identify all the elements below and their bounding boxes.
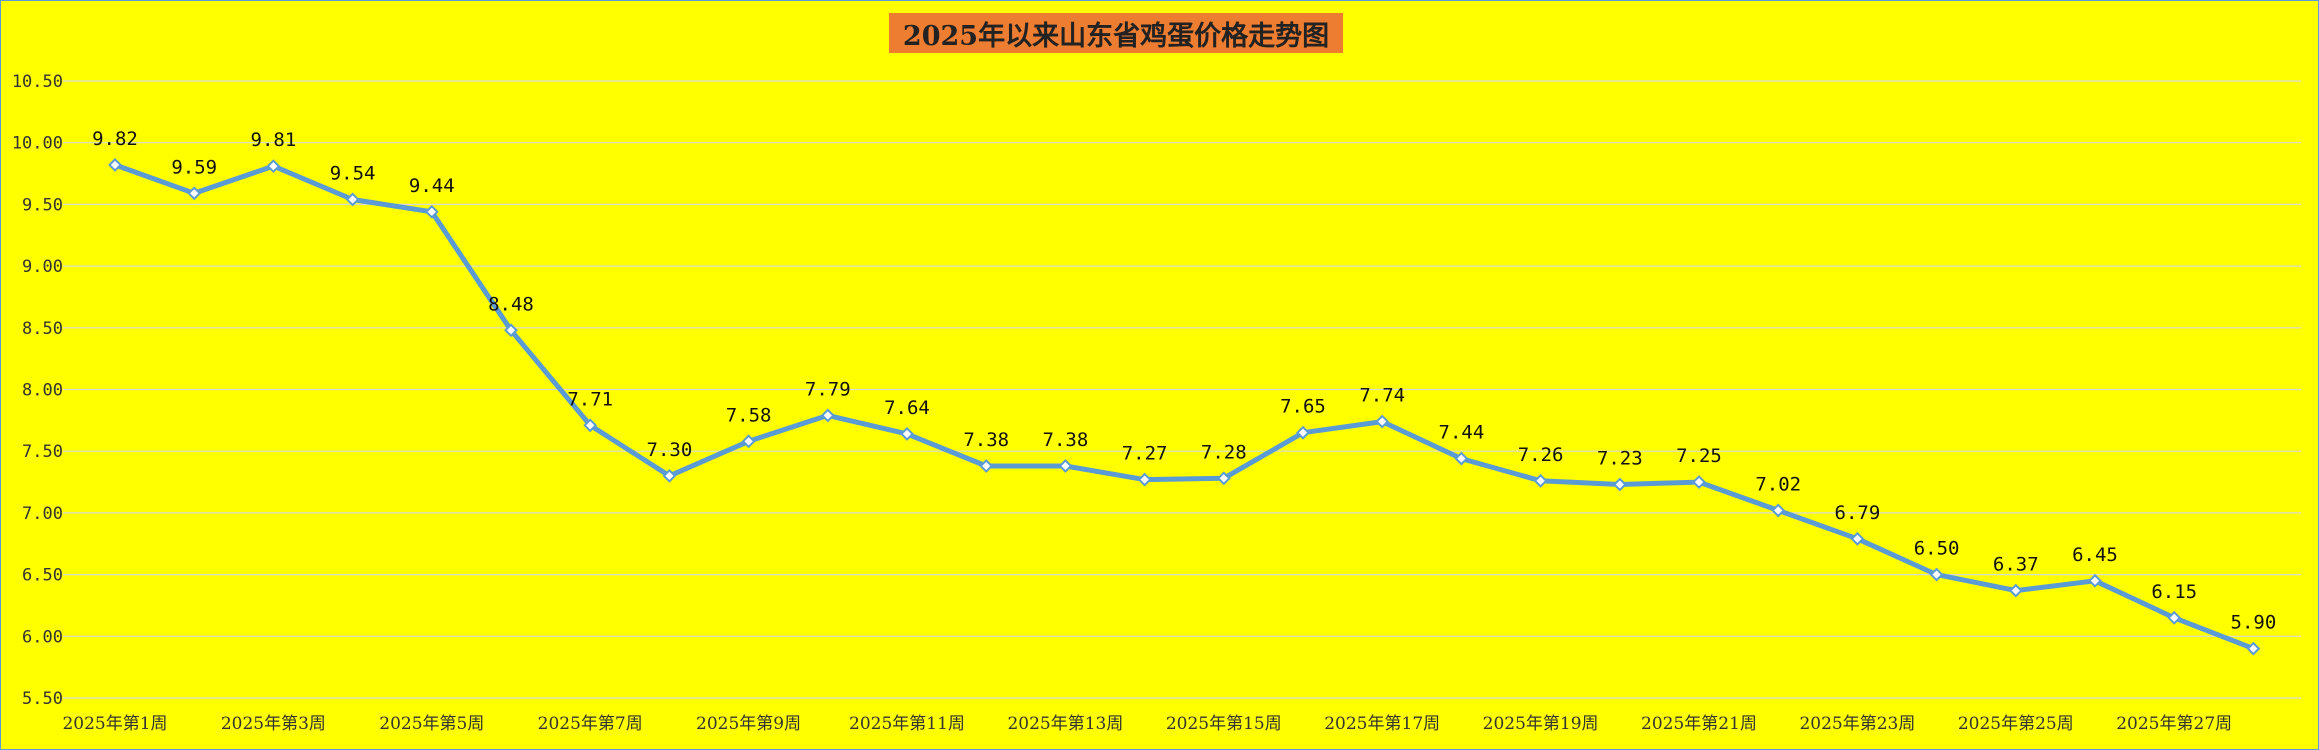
y-tick-label: 7.50 <box>22 442 63 462</box>
x-tick-label: 2025年第15周 <box>1166 714 1282 734</box>
data-label: 9.44 <box>409 175 455 197</box>
data-point <box>266 159 281 174</box>
data-point <box>1058 459 1073 473</box>
data-point <box>820 408 835 423</box>
data-point <box>1850 531 1865 546</box>
x-tick-label: 2025年第27周 <box>2116 714 2232 734</box>
x-tick-label: 2025年第13周 <box>1007 714 1123 734</box>
data-label: 7.79 <box>805 378 851 400</box>
y-tick-label: 8.50 <box>22 319 63 339</box>
x-axis-ticks: 2025年第1周 2025年第3周 2025年第5周 2025年第7周 2025年第9周… <box>62 714 2232 734</box>
data-point <box>1692 475 1706 489</box>
data-label: 7.02 <box>1755 473 1801 495</box>
y-tick-label: 6.00 <box>22 627 63 647</box>
y-axis-ticks: 5.50 6.00 6.50 7.00 7.50 8.00 8.50 9.00 9.50 10.0… <box>12 72 63 709</box>
data-point <box>900 427 914 441</box>
data-point <box>1771 503 1786 518</box>
data-point <box>345 192 360 207</box>
x-tick-label: 2025年第7周 <box>538 714 643 734</box>
data-label: 8.48 <box>488 293 534 315</box>
data-label: 7.71 <box>567 388 613 410</box>
data-label: 6.15 <box>2151 581 2197 603</box>
data-label: 7.30 <box>647 439 693 461</box>
y-tick-label: 10.50 <box>12 72 63 92</box>
chart-title: 2025年以来山东省鸡蛋价格走势图 <box>902 20 1330 52</box>
data-point <box>662 468 677 483</box>
x-tick-label: 2025年第1周 <box>62 714 167 734</box>
data-label: 7.28 <box>1201 441 1247 463</box>
data-labels: 9.82 9.59 9.81 9.54 9.44 8.48 7.71 7.30 7.58 7.79… <box>92 128 2276 634</box>
data-point <box>2088 573 2102 588</box>
data-point <box>504 323 518 338</box>
data-label: 7.25 <box>1676 445 1722 467</box>
data-label: 7.38 <box>1043 429 1089 451</box>
series-line <box>112 162 2256 652</box>
data-label: 5.90 <box>2231 612 2277 634</box>
data-point <box>1216 471 1231 486</box>
data-point <box>187 186 202 201</box>
x-tick-label: 2025年第17周 <box>1324 714 1440 734</box>
data-point <box>1612 477 1627 492</box>
data-point <box>2246 641 2261 656</box>
data-label: 7.64 <box>884 397 930 419</box>
data-point <box>1296 425 1310 440</box>
gridlines <box>63 80 2301 699</box>
data-point <box>979 459 994 473</box>
data-point <box>1929 567 1944 582</box>
data-label: 9.54 <box>330 162 376 184</box>
data-point <box>1137 472 1152 487</box>
x-tick-label: 2025年第11周 <box>849 714 965 734</box>
chart-title-box: 2025年以来山东省鸡蛋价格走势图 <box>889 13 1343 53</box>
data-point <box>2008 583 2023 598</box>
data-label: 7.58 <box>726 404 772 426</box>
y-tick-label: 9.50 <box>22 195 63 215</box>
data-label: 6.37 <box>1993 554 2039 576</box>
data-point <box>1533 473 1548 488</box>
data-point <box>108 157 122 172</box>
x-tick-label: 2025年第3周 <box>221 714 326 734</box>
x-tick-label: 2025年第5周 <box>379 714 484 734</box>
y-tick-label: 6.50 <box>22 566 63 586</box>
data-label: 7.65 <box>1280 396 1326 418</box>
data-point <box>2167 610 2182 625</box>
data-label: 7.44 <box>1439 422 1485 444</box>
y-tick-label: 5.50 <box>22 689 63 709</box>
price-line <box>112 162 2256 652</box>
data-label: 6.79 <box>1835 502 1881 524</box>
x-tick-label: 2025年第19周 <box>1483 714 1599 734</box>
data-point <box>583 418 598 433</box>
y-tick-label: 9.00 <box>22 257 63 277</box>
x-tick-label: 2025年第23周 <box>1799 714 1915 734</box>
data-point <box>741 434 756 449</box>
data-point <box>1375 414 1390 429</box>
y-tick-label: 10.00 <box>12 134 63 154</box>
data-label: 9.81 <box>251 129 297 151</box>
x-tick-label: 2025年第25周 <box>1958 714 2074 734</box>
data-label: 7.38 <box>963 429 1009 451</box>
data-label: 9.82 <box>92 128 138 150</box>
x-tick-label: 2025年第9周 <box>696 714 801 734</box>
data-label: 7.23 <box>1597 448 1643 470</box>
data-label: 9.59 <box>171 156 217 178</box>
y-tick-label: 8.00 <box>22 381 63 401</box>
data-label: 7.74 <box>1359 385 1405 407</box>
data-label: 6.50 <box>1914 538 1960 560</box>
data-point <box>1454 451 1469 466</box>
data-label: 7.26 <box>1518 444 1564 466</box>
y-tick-label: 7.00 <box>22 504 63 524</box>
data-label: 6.45 <box>2072 544 2118 566</box>
series-markers <box>108 157 2261 656</box>
data-point <box>424 204 439 219</box>
data-label: 7.27 <box>1122 443 1168 465</box>
x-tick-label: 2025年第21周 <box>1641 714 1757 734</box>
